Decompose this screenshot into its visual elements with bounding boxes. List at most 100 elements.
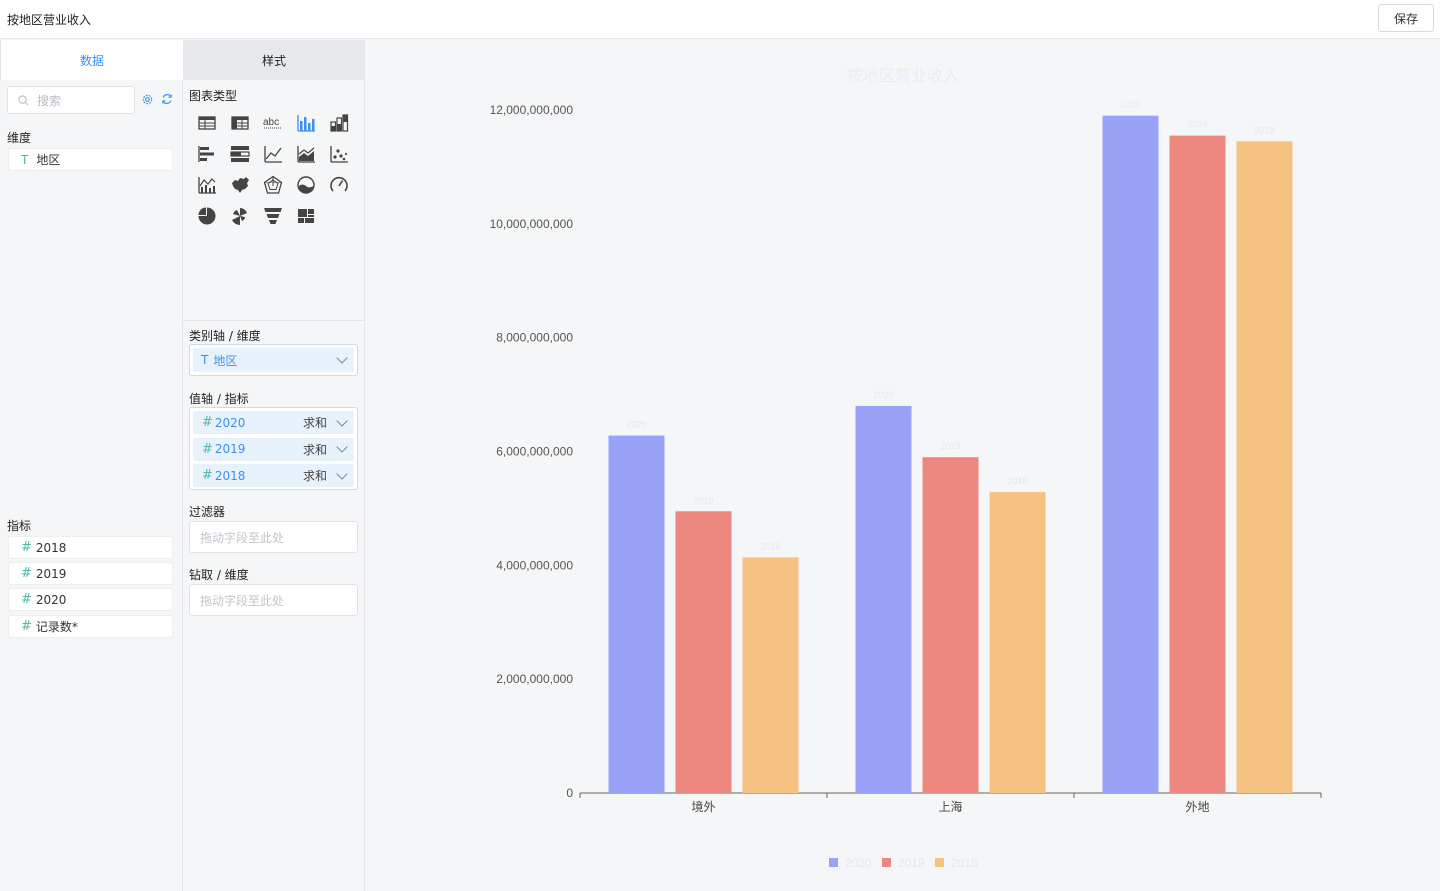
legend-swatch[interactable]	[935, 858, 944, 867]
stacked-horizontal-bar-icon[interactable]	[230, 144, 250, 164]
radar-chart-icon[interactable]	[263, 175, 283, 195]
field-label: 记录数*	[35, 620, 78, 634]
funnel-chart-icon[interactable]	[263, 206, 283, 226]
y-tick-label: 0	[566, 786, 573, 800]
dimension-section-label: 维度	[7, 131, 32, 145]
y-tick-label: 6,000,000,000	[496, 445, 573, 459]
field-label: 2020	[35, 592, 67, 607]
gear-icon[interactable]	[141, 93, 154, 106]
horizontal-bar-icon[interactable]	[197, 144, 217, 164]
treemap-chart-icon[interactable]	[296, 206, 316, 226]
number-type-icon: #	[202, 415, 213, 430]
metric-field-2020[interactable]: # 2020	[8, 588, 173, 611]
y-tick-label: 4,000,000,000	[496, 558, 573, 572]
chart-area: 按地区营业收入 0 2,000,000,000 4,000,000,000 6,000…	[366, 40, 1440, 891]
number-type-icon: #	[202, 468, 213, 483]
number-type-icon: #	[202, 441, 213, 457]
bar-2018[interactable]	[989, 491, 1046, 793]
x-tick-label: 外地	[1185, 800, 1209, 814]
drill-drop-zone[interactable]: 拖动字段至此处	[189, 584, 358, 616]
drill-label: 钻取 / 维度	[189, 568, 249, 582]
bar-data-label: 2020	[626, 420, 646, 430]
number-type-icon: #	[21, 540, 32, 555]
metric-name: 2020	[214, 415, 246, 430]
scatter-chart-icon[interactable]	[329, 144, 349, 164]
bar-2019[interactable]	[675, 511, 732, 793]
bar-2018[interactable]	[742, 557, 799, 793]
bar-data-label: 2020	[1120, 100, 1140, 110]
bar-2020[interactable]	[855, 405, 912, 793]
metric-section-label: 指标	[7, 519, 32, 533]
dimension-field-region[interactable]: T 地区	[8, 148, 173, 171]
bar-chart: 0 2,000,000,000 4,000,000,000 6,000,000,000…	[490, 100, 1322, 870]
text-abc-icon[interactable]: abc	[263, 113, 283, 133]
chevron-down-icon[interactable]	[336, 441, 348, 453]
bar-data-label: 2019	[1187, 120, 1207, 130]
area-chart-icon[interactable]	[296, 144, 316, 164]
metric-name: 2018	[214, 468, 246, 483]
rose-chart-icon[interactable]	[230, 206, 250, 226]
legend-label[interactable]: 2019	[898, 856, 925, 870]
value-axis-list: # 2020 求和 # 2019 求和 # 2018 求和	[189, 407, 358, 490]
value-axis-item-2019[interactable]: # 2019 求和	[193, 437, 354, 461]
tab-style[interactable]: 样式	[183, 40, 365, 80]
pivot-table-icon[interactable]	[230, 113, 250, 133]
aggregation-label[interactable]: 求和	[302, 469, 327, 483]
top-bar: 按地区营业收入 保存	[0, 0, 1440, 39]
y-tick-label: 10,000,000,000	[490, 217, 574, 231]
text-type-icon: T	[21, 152, 29, 167]
bar-chart-icon[interactable]	[296, 113, 316, 133]
svg-text:abc: abc	[263, 117, 279, 128]
bar-data-label: 2019	[940, 441, 960, 451]
filter-drop-zone[interactable]: 拖动字段至此处	[189, 521, 358, 553]
metric-field-record-count[interactable]: # 记录数*	[8, 615, 173, 638]
search-input[interactable]: 搜索	[7, 86, 135, 114]
y-tick-label: 12,000,000,000	[490, 103, 574, 117]
y-tick-label: 2,000,000,000	[496, 672, 573, 686]
line-chart-icon[interactable]	[263, 144, 283, 164]
value-axis-item-2020[interactable]: # 2020 求和	[193, 411, 354, 434]
value-axis-item-2018[interactable]: # 2018 求和	[193, 464, 354, 487]
bar-data-label: 2020	[873, 390, 893, 400]
bar-data-label: 2018	[760, 541, 780, 551]
bar-2020[interactable]	[608, 435, 665, 793]
value-axis-label: 值轴 / 指标	[189, 392, 249, 406]
table-icon[interactable]	[197, 113, 217, 133]
legend-swatch[interactable]	[829, 858, 838, 867]
divider	[183, 320, 365, 321]
pie-chart-icon[interactable]	[197, 206, 217, 226]
category-axis-select[interactable]: T 地区	[189, 344, 358, 376]
number-type-icon: #	[21, 619, 32, 634]
bar-2019[interactable]	[1169, 135, 1226, 794]
field-label: 2018	[35, 540, 67, 555]
legend-label[interactable]: 2020	[845, 856, 872, 870]
refresh-icon[interactable]	[161, 93, 173, 105]
chevron-down-icon[interactable]	[336, 352, 348, 364]
legend-swatch[interactable]	[882, 858, 891, 867]
metric-field-2019[interactable]: # 2019	[8, 562, 173, 585]
aggregation-label[interactable]: 求和	[302, 442, 327, 457]
field-label: 2019	[35, 566, 67, 581]
bar-2019[interactable]	[922, 457, 979, 793]
legend-label[interactable]: 2018	[951, 856, 978, 870]
combo-chart-icon[interactable]	[197, 175, 217, 195]
map-chart-icon[interactable]	[230, 175, 250, 195]
aggregation-label[interactable]: 求和	[302, 416, 327, 430]
liquid-chart-icon[interactable]	[296, 175, 316, 195]
gauge-chart-icon[interactable]	[329, 175, 349, 195]
bar-2020[interactable]	[1102, 115, 1159, 794]
x-tick-label: 境外	[691, 799, 715, 814]
bar-2018[interactable]	[1236, 141, 1293, 793]
page-title: 按地区营业收入	[7, 13, 92, 27]
chevron-down-icon[interactable]	[336, 414, 348, 427]
category-axis-label: 类别轴 / 维度	[189, 329, 261, 343]
search-placeholder: 搜索	[37, 93, 62, 108]
tab-data[interactable]: 数据	[0, 40, 183, 80]
stacked-bar-icon[interactable]	[329, 113, 349, 133]
chevron-down-icon[interactable]	[336, 467, 348, 480]
category-axis-value: 地区	[213, 353, 238, 368]
number-type-icon: #	[21, 566, 32, 581]
metric-field-2018[interactable]: # 2018	[8, 536, 173, 559]
save-button[interactable]: 保存	[1378, 4, 1434, 32]
chart-title: 按地区营业收入	[846, 66, 959, 85]
